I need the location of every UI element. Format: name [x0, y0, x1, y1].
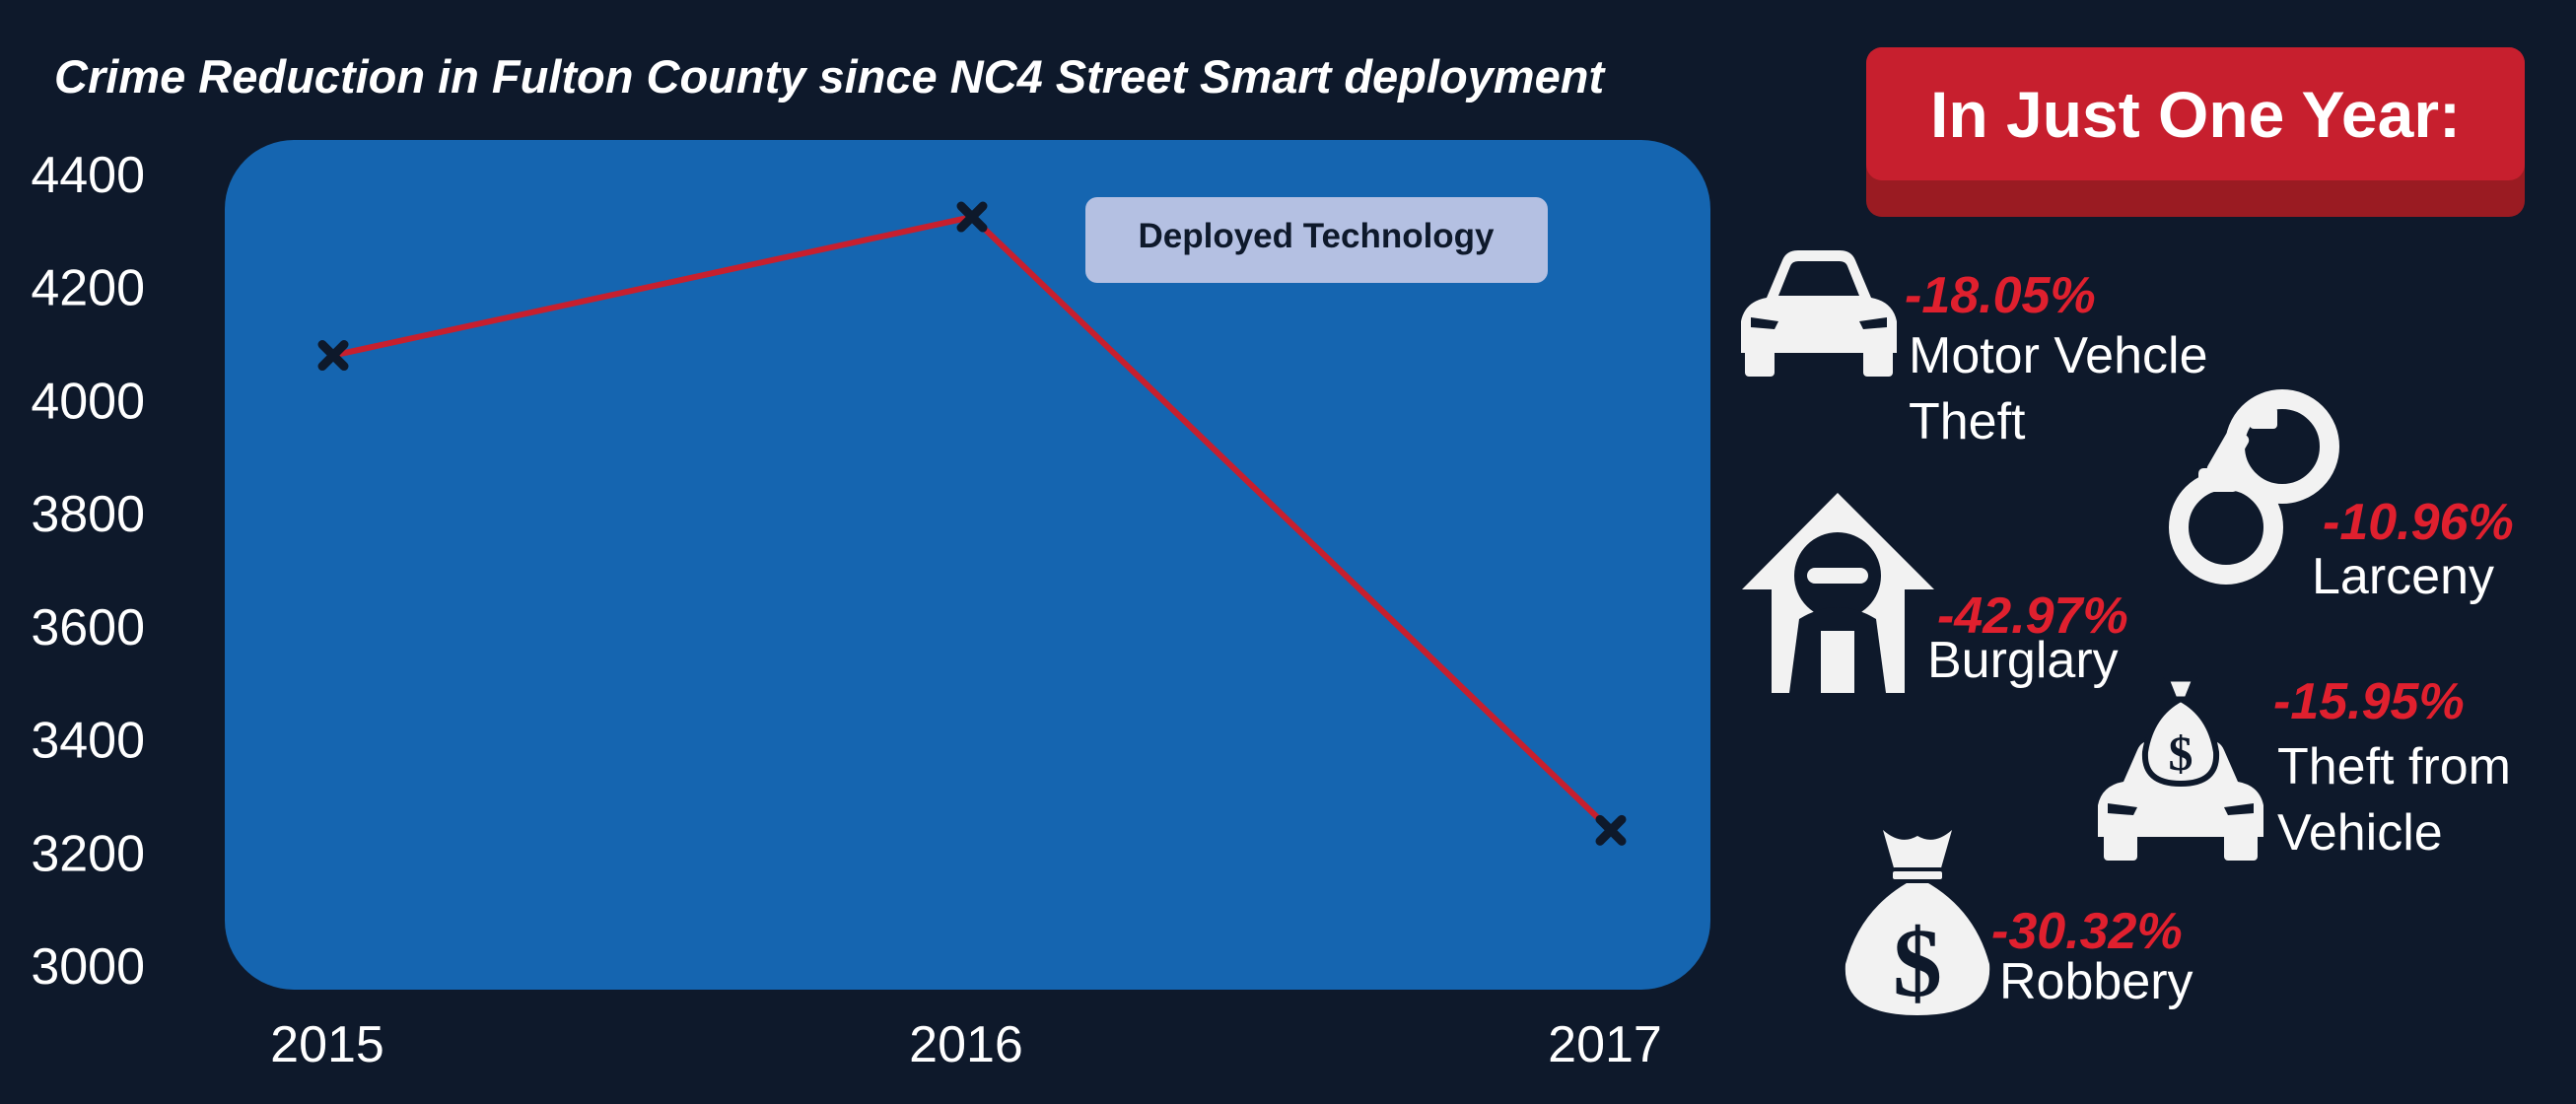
stat-label-theft-from-vehicle: Theft from Vehicle	[2277, 738, 2511, 862]
car-money-bag-icon: $	[2098, 676, 2263, 861]
svg-text:$: $	[2169, 725, 2193, 781]
x-tick-label: 2017	[1548, 1016, 1662, 1073]
data-point-marker	[956, 201, 988, 233]
y-tick-label: 4400	[31, 147, 145, 204]
stat-label-larceny: Larceny	[2312, 548, 2494, 605]
x-tick-label: 2016	[909, 1016, 1023, 1073]
stat-percent-theft-from-vehicle: -15.95%	[2273, 673, 2465, 730]
stat-percent-motor-vehicle-theft: -18.05%	[1905, 267, 2096, 324]
y-axis: 4400 4200 4000 3800 3600 3400 3200 3000	[31, 147, 145, 996]
y-tick-label: 3800	[31, 486, 145, 543]
stat-percent-burglary: -42.97%	[1937, 587, 2128, 645]
x-tick-label: 2015	[270, 1016, 384, 1073]
annotation-box: Deployed Technology	[1085, 197, 1548, 283]
annotation-text: Deployed Technology	[1138, 217, 1495, 255]
svg-text:$: $	[1893, 908, 1942, 1017]
stat-percent-larceny: -10.96%	[2323, 494, 2514, 551]
stat-percent-robbery: -30.32%	[1991, 903, 2183, 960]
chart-title: Crime Reduction in Fulton County since N…	[54, 50, 1605, 103]
y-tick-label: 3200	[31, 825, 145, 882]
car-icon	[1741, 250, 1897, 377]
y-tick-label: 4200	[31, 260, 145, 317]
y-tick-label: 3400	[31, 713, 145, 770]
handcuffs-icon	[2169, 389, 2339, 585]
banner: In Just One Year:	[1866, 47, 2525, 180]
x-axis: 2015 2016 2017	[270, 1016, 1662, 1073]
y-tick-label: 4000	[31, 373, 145, 430]
stat-label-burglary: Burglary	[1927, 632, 2119, 689]
plot-area	[225, 140, 1710, 990]
stat-label-robbery: Robbery	[1999, 953, 2193, 1010]
burglar-house-icon	[1742, 493, 1934, 693]
money-bag-icon: $	[1845, 830, 1990, 1017]
stat-label-motor-vehicle-theft: Motor Vehcle Theft	[1909, 327, 2208, 450]
series-layer	[317, 201, 1627, 846]
y-tick-label: 3000	[31, 938, 145, 996]
data-point-marker	[317, 340, 349, 372]
data-point-marker	[1595, 814, 1627, 846]
y-tick-label: 3600	[31, 599, 145, 656]
